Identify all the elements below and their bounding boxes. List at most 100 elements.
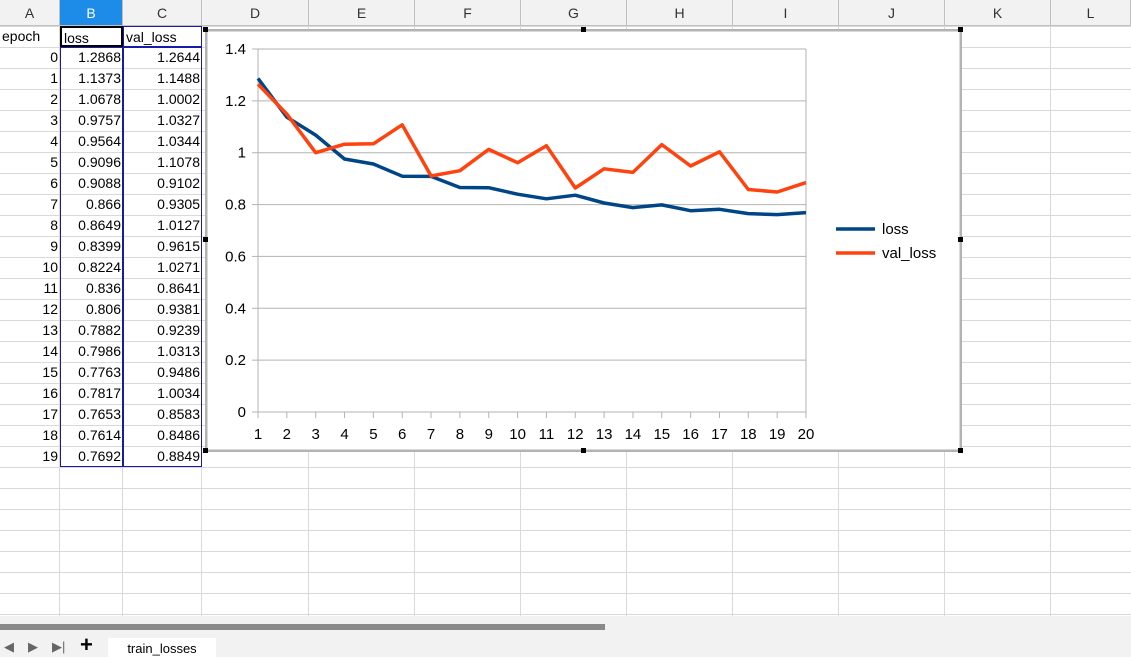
column-header-e[interactable]: E [309, 0, 415, 26]
chart-resize-handle[interactable] [203, 27, 208, 32]
column-header-l[interactable]: L [1051, 0, 1131, 26]
cell-val-loss[interactable]: 1.1078 [157, 154, 200, 170]
column-header-f[interactable]: F [415, 0, 521, 26]
cell-epoch[interactable]: 2 [50, 91, 58, 107]
cell-loss[interactable]: 0.7653 [78, 406, 121, 422]
cell-loss[interactable]: 0.7614 [78, 427, 121, 443]
cell-loss[interactable]: 0.9757 [78, 112, 121, 128]
cell-epoch[interactable]: 11 [43, 280, 58, 296]
cell-epoch[interactable]: 13 [42, 322, 58, 338]
cell-epoch[interactable]: 1 [50, 70, 58, 86]
sheet-tab-train-losses[interactable]: train_losses [108, 638, 216, 657]
x-tick-label: 20 [798, 426, 815, 443]
cell-val-loss[interactable]: 0.8849 [157, 448, 200, 464]
column-header-k[interactable]: K [945, 0, 1051, 26]
x-tick-label: 3 [312, 426, 320, 443]
cell-val-loss[interactable]: 1.0271 [157, 259, 200, 275]
cell-val-loss[interactable]: 1.0034 [157, 385, 200, 401]
cell-epoch[interactable]: 12 [42, 301, 58, 317]
cell-epoch[interactable]: 7 [50, 196, 58, 212]
x-tick-label: 16 [682, 426, 699, 443]
cell-epoch-header[interactable]: epoch [2, 28, 41, 44]
chart-resize-handle[interactable] [203, 448, 208, 453]
chart-resize-handle[interactable] [203, 237, 208, 242]
cell-epoch[interactable]: 4 [50, 133, 58, 149]
cell-val-loss-header[interactable]: val_loss [123, 26, 202, 47]
column-header-c[interactable]: C [123, 0, 202, 26]
cell-loss[interactable]: 0.866 [85, 196, 121, 212]
cell-val-loss[interactable]: 0.9239 [157, 322, 200, 338]
cell-val-loss[interactable]: 1.1488 [157, 70, 200, 86]
cell-val-loss[interactable]: 0.9305 [157, 196, 200, 212]
cell-val-loss[interactable]: 0.8486 [157, 427, 200, 443]
cell-val-loss[interactable]: 1.0127 [157, 217, 200, 233]
column-header-j[interactable]: J [839, 0, 945, 26]
chart-resize-handle[interactable] [958, 237, 963, 242]
x-tick-label: 8 [456, 426, 464, 443]
column-header-a[interactable]: A [0, 0, 60, 26]
cell-val-loss[interactable]: 0.9615 [157, 238, 200, 254]
cell-loss[interactable]: 1.2868 [78, 49, 121, 65]
cell-val-loss[interactable]: 0.9102 [157, 175, 200, 191]
chart-resize-handle[interactable] [958, 27, 963, 32]
cell-loss[interactable]: 0.8399 [78, 238, 121, 254]
cell-epoch[interactable]: 3 [50, 112, 58, 128]
cell-loss[interactable]: 1.1373 [78, 70, 121, 86]
column-header-b[interactable]: B [60, 0, 123, 26]
cell-epoch[interactable]: 10 [42, 259, 58, 275]
column-header-h[interactable]: H [627, 0, 733, 26]
cell-val-loss[interactable]: 1.0002 [157, 91, 200, 107]
series-line-loss [256, 77, 807, 217]
chart-resize-handle[interactable] [958, 448, 963, 453]
column-header-d[interactable]: D [202, 0, 309, 26]
x-tick-label: 4 [340, 426, 348, 443]
cell-loss[interactable]: 0.9564 [78, 133, 121, 149]
cell-loss[interactable]: 0.8649 [78, 217, 121, 233]
cell-epoch[interactable]: 19 [42, 448, 58, 464]
cell-val-loss[interactable]: 1.0313 [157, 343, 200, 359]
last-sheet-icon[interactable]: ▶| [52, 639, 66, 654]
cell-loss[interactable]: 0.7692 [78, 448, 121, 464]
x-tick-label: 1 [254, 426, 262, 443]
cell-loss[interactable]: 0.806 [85, 301, 121, 317]
cell-val-loss[interactable]: 0.8583 [157, 406, 200, 422]
cell-val-loss[interactable]: 1.2644 [157, 49, 200, 65]
cell-loss[interactable]: 0.7986 [78, 343, 121, 359]
prev-sheet-icon[interactable]: ▶ [28, 639, 38, 654]
cell-loss[interactable]: 0.9096 [78, 154, 121, 170]
cell-val-loss[interactable]: 0.8641 [157, 280, 200, 296]
y-tick-label: 1.2 [225, 93, 246, 110]
cell-epoch[interactable]: 14 [42, 343, 58, 359]
cell-epoch[interactable]: 8 [50, 217, 58, 233]
loss-chart[interactable]: 0 0.2 0.4 0.6 0.8 1 1.2 1.4 1 2 3 4 5 6 7 8 9 10 11 12 13 14 1… [205, 29, 962, 452]
cell-epoch[interactable]: 17 [42, 406, 58, 422]
cell-epoch[interactable]: 9 [50, 238, 58, 254]
chart-resize-handle[interactable] [581, 448, 586, 453]
cell-loss[interactable]: 1.0678 [78, 91, 121, 107]
cell-val-loss[interactable]: 1.0327 [157, 112, 200, 128]
cell-loss[interactable]: 0.836 [85, 280, 121, 296]
cell-epoch[interactable]: 0 [50, 49, 58, 65]
cell-loss[interactable]: 0.7817 [78, 385, 121, 401]
first-sheet-icon[interactable]: ◀ [4, 639, 14, 654]
chart-resize-handle[interactable] [581, 27, 586, 32]
horizontal-scrollbar[interactable] [0, 624, 605, 630]
cell-loss[interactable]: 0.8224 [78, 259, 121, 275]
cell-epoch[interactable]: 18 [42, 427, 58, 443]
cell-val-loss[interactable]: 0.9381 [157, 301, 200, 317]
cell-epoch[interactable]: 15 [42, 364, 58, 380]
cell-epoch[interactable]: 5 [50, 154, 58, 170]
cell-val-loss[interactable]: 0.9486 [157, 364, 200, 380]
column-header-i[interactable]: I [733, 0, 839, 26]
cell-val-loss[interactable]: 1.0344 [157, 133, 200, 149]
cell-loss-header[interactable]: loss [60, 26, 123, 47]
x-tick-label: 13 [596, 426, 613, 443]
x-tick-label: 19 [769, 426, 786, 443]
cell-epoch[interactable]: 6 [50, 175, 58, 191]
column-header-g[interactable]: G [521, 0, 627, 26]
cell-epoch[interactable]: 16 [42, 385, 58, 401]
cell-loss[interactable]: 0.9088 [78, 175, 121, 191]
cell-loss[interactable]: 0.7763 [78, 364, 121, 380]
cell-loss[interactable]: 0.7882 [78, 322, 121, 338]
add-sheet-icon[interactable]: + [80, 632, 93, 657]
